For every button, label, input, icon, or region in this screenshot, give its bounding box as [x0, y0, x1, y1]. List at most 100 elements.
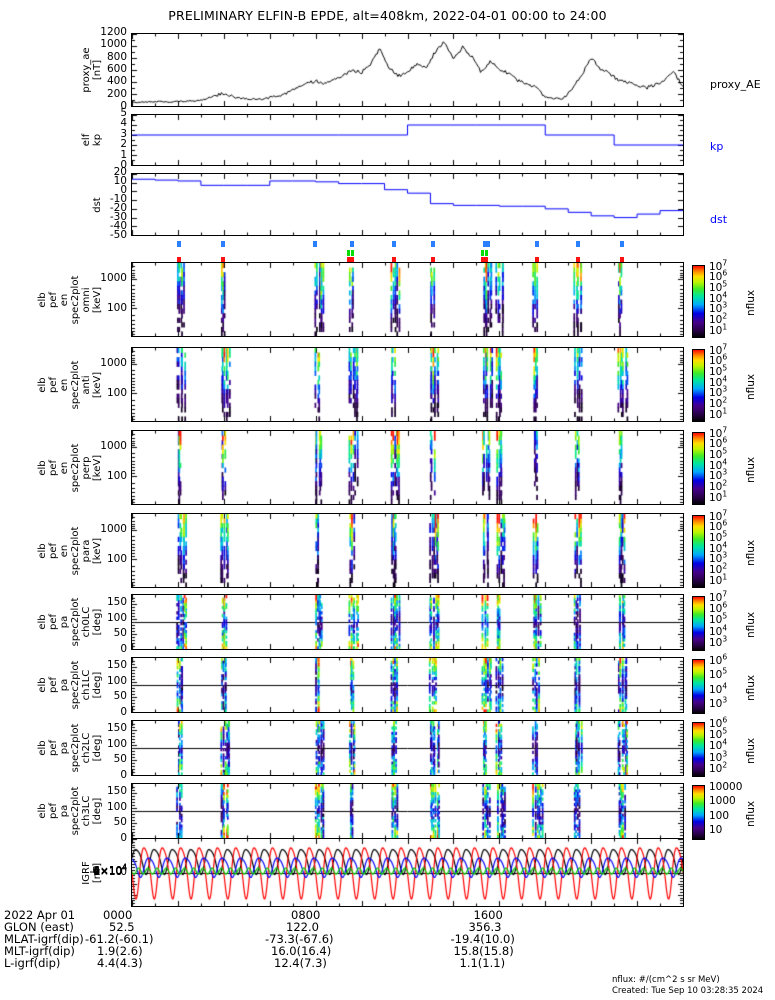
ytick-dst: -50 — [109, 229, 127, 241]
xtick-label: 0800 — [291, 908, 321, 922]
colorbar-tick-cb_anti: 106 — [709, 352, 728, 368]
panel-canvas-pa_ch0 — [132, 595, 683, 649]
xaxis-row-value: 4.4(4.3) — [97, 956, 143, 970]
ytick-en_anti: 1000 — [100, 356, 127, 369]
colorbar-tick-cb_perp: 106 — [709, 435, 728, 451]
xaxis-row-value: -73.3(-67.6) — [265, 932, 334, 946]
event-tick — [534, 257, 539, 263]
ytick-dst: -30 — [109, 211, 127, 223]
colorbar-title-cb_ch2: nflux — [745, 737, 757, 764]
colorbar-cb_ch0 — [692, 596, 705, 651]
xaxis-row-value: 12.4(7.3) — [274, 956, 327, 970]
event-tick — [177, 241, 182, 247]
colorbar-tick-cb_para: 107 — [709, 508, 728, 523]
xaxis-row-value: 15.8(15.8) — [453, 944, 514, 958]
panel-proxy_ae — [131, 33, 684, 107]
colorbar-tick-cb_omni: 105 — [709, 279, 728, 294]
colorbar-cb_omni — [692, 265, 705, 338]
colorbar-tick-cb_ch0: 105 — [709, 611, 728, 627]
xaxis-row-value: 122.0 — [286, 920, 319, 934]
ytick-en_para: 1000 — [100, 522, 127, 535]
ytick-igrf: 0 — [120, 865, 127, 878]
colorbar-tick-cb_anti: 103 — [709, 384, 728, 400]
event-tick — [480, 257, 484, 263]
event-tick — [430, 241, 435, 247]
colorbar-tick-cb_para: 105 — [709, 529, 728, 544]
colorbar-tick-cb_ch3: 1000 — [709, 795, 736, 808]
colorbar-tick-cb_ch2: 103 — [709, 749, 728, 764]
ytick-elf_kp: 2 — [120, 138, 127, 151]
event-tick — [351, 257, 355, 263]
panel-en_perp — [131, 430, 684, 505]
xaxis-row-value: 356.3 — [468, 920, 502, 934]
ytick-pa_ch0: 50 — [113, 627, 127, 640]
ytick-proxy_ae: 1200 — [100, 26, 127, 38]
ytick-elf_kp: 0 — [120, 159, 127, 171]
ylabel-en_omni: omni — [81, 287, 92, 312]
event-tick — [351, 250, 355, 256]
ytick-igrf: 4×104 — [93, 862, 127, 878]
ytick-elf_kp: 4 — [120, 117, 127, 130]
xaxis-row-value: 52.5 — [109, 920, 135, 934]
xtick-label: 1600 — [473, 908, 503, 922]
ytick-pa_ch2: 50 — [113, 753, 127, 766]
ylabel-en_para: spec2plot — [70, 526, 81, 575]
created-timestamp: Created: Tue Sep 10 03:28:35 2024 — [612, 986, 764, 996]
ytick-pa_ch1: 150 — [106, 659, 127, 672]
ylabel-en_para: en — [59, 544, 70, 557]
ytick-pa_ch3: 150 — [106, 785, 127, 798]
colorbar-cb_ch3 — [692, 785, 705, 840]
colorbar-tick-cb_para: 106 — [709, 518, 728, 534]
colorbar-tick-cb_ch2: 105 — [709, 726, 728, 742]
ytick-pa_ch0: 100 — [106, 611, 127, 624]
colorbar-title-cb_anti: nflux — [745, 373, 757, 400]
colorbar-tick-cb_para: 104 — [709, 540, 728, 555]
ylabel-en_perp: spec2plot — [70, 443, 81, 492]
ytick-pa_ch2: 150 — [106, 722, 127, 735]
ylabel-en_omni: elb — [37, 291, 48, 308]
panel-canvas-proxy_ae — [132, 34, 683, 106]
colorbar-tick-cb_ch0: 106 — [709, 600, 728, 616]
event-tick — [430, 257, 435, 263]
event-tick — [534, 241, 539, 247]
colorbar-tick-cb_ch0: 103 — [709, 634, 728, 650]
xaxis-row-value: 1.1(1.1) — [459, 956, 506, 970]
ytick-igrf: 6×104 — [93, 862, 127, 878]
colorbar-title-cb_ch0: nflux — [745, 611, 757, 638]
event-tick — [391, 241, 396, 247]
colorbar-tick-cb_omni: 101 — [709, 322, 728, 337]
panel-en_para — [131, 513, 684, 588]
ytick-igrf: -4×104 — [89, 863, 127, 878]
xaxis-row-label: MLT-igrf(dip) — [4, 944, 75, 958]
colorbar-tick-cb_perp: 107 — [709, 425, 728, 440]
panel-canvas-en_omni — [132, 263, 683, 336]
colorbar-tick-cb_perp: 101 — [709, 489, 728, 504]
colorbar-tick-cb_ch2: 102 — [709, 760, 728, 776]
xaxis-row-label: 2022 Apr 01 — [4, 908, 76, 922]
ytick-proxy_ae: 1000 — [100, 38, 127, 51]
ytick-en_anti: 100 — [106, 386, 127, 399]
ytick-elf_kp: 3 — [120, 127, 127, 140]
event-tick — [221, 241, 226, 247]
colorbar-tick-cb_ch1: 106 — [709, 652, 728, 668]
panel-canvas-en_perp — [132, 431, 683, 504]
colorbar-tick-cb_ch3: 10000 — [709, 781, 743, 794]
xtick-label: 0000 — [103, 908, 133, 922]
colorbar-tick-cb_ch1: 104 — [709, 681, 728, 696]
ytick-dst: 20 — [113, 166, 127, 178]
colorbar-cb_anti — [692, 349, 705, 422]
event-tick — [482, 257, 487, 263]
event-tick — [576, 257, 580, 263]
ytick-pa_ch3: 0 — [120, 832, 127, 844]
colorbar-tick-cb_ch0: 107 — [709, 589, 728, 604]
panel-elf_kp — [131, 114, 684, 166]
ytick-proxy_ae: 600 — [106, 63, 127, 75]
nflux-units-label: nflux: #/(cm^2 s sr MeV) — [612, 975, 720, 985]
colorbar-cb_ch1 — [692, 659, 705, 714]
panel-canvas-pa_ch1 — [132, 658, 683, 712]
colorbar-cb_para — [692, 515, 705, 588]
ytick-dst: -20 — [109, 202, 127, 214]
ylabel-en_perp: pef — [48, 459, 59, 476]
ylabel-en_para: para — [81, 539, 92, 562]
ytick-dst: 0 — [120, 184, 127, 196]
